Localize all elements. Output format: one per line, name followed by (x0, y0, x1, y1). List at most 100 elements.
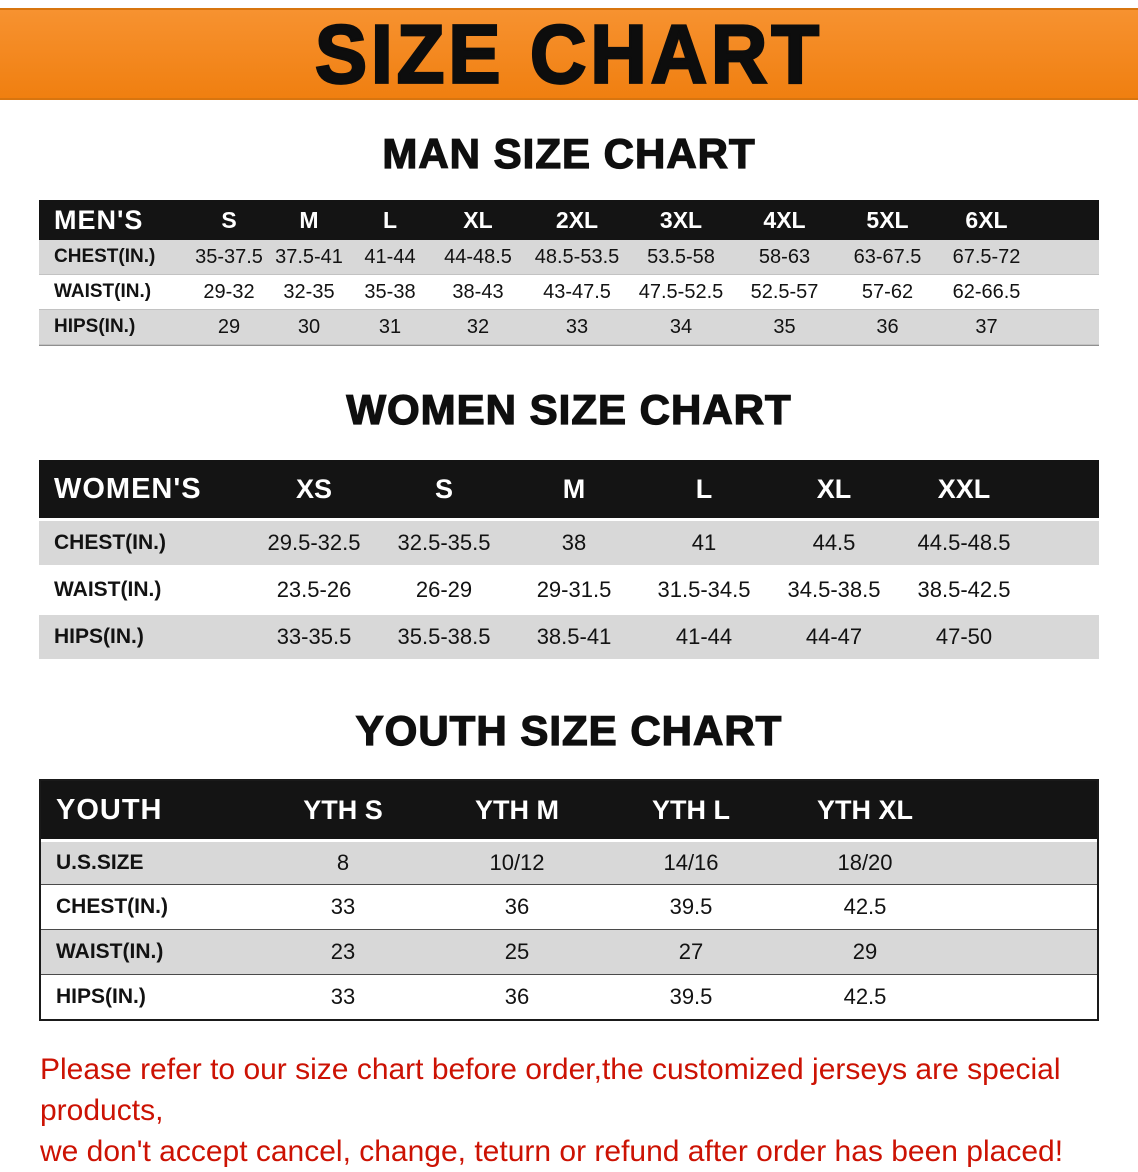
size-value: 35-37.5 (195, 245, 263, 268)
women-section-heading: WOMEN SIZE CHART (346, 385, 792, 433)
size-value: 32 (466, 315, 490, 338)
size-value: 36 (876, 315, 899, 338)
size-chart-page: SIZE CHART MAN SIZE CHART MEN'S S M L XL… (0, 6, 1138, 1172)
size-value: 25 (504, 939, 530, 964)
column-header: XS (295, 473, 333, 504)
men-section-heading: MAN SIZE CHART (382, 129, 756, 177)
column-header: YTH L (652, 794, 730, 825)
note-line-2: we don't accept cancel, change, teturn o… (40, 1135, 1064, 1168)
table-row: HIPS(IN.) 33-35.5 35.5-38.5 38.5-41 41-4… (39, 615, 1099, 659)
table-row: CHEST(IN.) 35-37.5 37.5-41 41-44 44-48.5… (39, 240, 1099, 275)
row-label: WAIST(IN.) (54, 281, 152, 302)
size-value: 36 (504, 984, 530, 1009)
size-value: 27 (678, 939, 704, 964)
size-value: 44.5 (812, 530, 856, 555)
size-value: 41-44 (675, 624, 733, 649)
table-row: WAIST(IN.) 23 25 27 29 (41, 929, 1097, 974)
size-value: 31.5-34.5 (657, 577, 751, 602)
size-value: 23 (330, 939, 356, 964)
youth-table-header-row: YOUTH YTH S YTH M YTH L YTH XL (41, 781, 1097, 839)
youth-table-title: YOUTH (56, 793, 163, 826)
row-label: CHEST(IN.) (54, 246, 156, 267)
size-value: 41-44 (364, 245, 416, 268)
size-value: 42.5 (843, 894, 887, 919)
column-header: 2XL (555, 206, 599, 233)
size-value: 48.5-53.5 (534, 245, 620, 268)
size-value: 18/20 (837, 850, 893, 875)
column-header: 4XL (763, 206, 806, 233)
size-value: 29-31.5 (536, 577, 612, 602)
column-header: XL (816, 473, 852, 504)
column-header: YTH M (475, 794, 559, 825)
size-value: 29 (852, 939, 878, 964)
table-row: HIPS(IN.) 33 36 39.5 42.5 (41, 974, 1097, 1019)
column-header: L (382, 206, 398, 233)
size-value: 32-35 (283, 280, 335, 303)
column-header: M (299, 206, 319, 233)
women-table-header-row: WOMEN'S XS S M L XL XXL (39, 460, 1099, 518)
note-line-1: Please refer to our size chart before or… (40, 1053, 1061, 1127)
size-value: 8 (336, 850, 350, 875)
column-header: YTH S (303, 794, 383, 825)
size-value: 67.5-72 (952, 245, 1021, 268)
size-value: 53.5-58 (647, 245, 715, 268)
size-value: 10/12 (489, 850, 545, 875)
size-value: 58-63 (758, 245, 811, 268)
size-value: 36 (504, 894, 530, 919)
size-value: 34.5-38.5 (787, 577, 881, 602)
men-table-header-row: MEN'S S M L XL 2XL 3XL 4XL 5XL 6XL (39, 200, 1099, 240)
size-value: 38.5-42.5 (917, 577, 1011, 602)
size-value: 44-48.5 (444, 245, 512, 268)
women-size-table: WOMEN'S XS S M L XL XXL CHEST(IN.) 29.5-… (39, 460, 1099, 659)
size-value: 33 (330, 894, 356, 919)
size-value: 47.5-52.5 (638, 280, 724, 303)
size-value: 44-47 (805, 624, 863, 649)
size-value: 38 (561, 530, 587, 555)
table-row: WAIST(IN.) 23.5-26 26-29 29-31.5 31.5-34… (39, 568, 1099, 612)
column-header: XXL (937, 473, 991, 504)
size-value: 29 (217, 315, 241, 338)
row-label: U.S.SIZE (56, 851, 144, 874)
size-value: 35.5-38.5 (397, 624, 491, 649)
size-value: 34 (669, 315, 693, 338)
column-header: XL (463, 206, 493, 233)
column-header: S (221, 206, 237, 233)
size-value: 33 (330, 984, 356, 1009)
size-value: 32.5-35.5 (397, 530, 491, 555)
column-header: S (434, 473, 453, 504)
table-row: U.S.SIZE 8 10/12 14/16 18/20 (41, 839, 1097, 884)
row-label: WAIST(IN.) (56, 940, 164, 963)
size-value: 33 (565, 315, 589, 338)
size-value: 52.5-57 (750, 280, 819, 303)
size-value: 44.5-48.5 (917, 530, 1011, 555)
size-value: 33-35.5 (276, 624, 352, 649)
column-header: L (695, 473, 713, 504)
size-value: 31 (378, 315, 402, 338)
size-value: 35 (773, 315, 796, 338)
order-policy-note: Please refer to our size chart before or… (40, 1049, 1138, 1172)
size-value: 39.5 (669, 894, 713, 919)
men-size-table: MEN'S S M L XL 2XL 3XL 4XL 5XL 6XL CHEST… (39, 200, 1099, 346)
size-value: 38-43 (452, 280, 504, 303)
size-value: 37 (975, 315, 998, 338)
size-value: 35-38 (364, 280, 416, 303)
row-label: CHEST(IN.) (56, 895, 168, 918)
size-value: 38.5-41 (536, 624, 612, 649)
page-title: SIZE CHART (314, 6, 823, 102)
column-header: 5XL (866, 206, 909, 233)
table-row: CHEST(IN.) 33 36 39.5 42.5 (41, 884, 1097, 929)
table-row: CHEST(IN.) 29.5-32.5 32.5-35.5 38 41 44.… (39, 521, 1099, 565)
banner: SIZE CHART (0, 6, 1138, 102)
size-value: 43-47.5 (543, 280, 611, 303)
size-value: 37.5-41 (275, 245, 343, 268)
row-label: HIPS(IN.) (56, 985, 146, 1008)
table-row: HIPS(IN.) 29 30 31 32 33 34 35 36 37 (39, 310, 1099, 345)
size-value: 29-32 (203, 280, 255, 303)
size-value: 14/16 (663, 850, 719, 875)
row-label: HIPS(IN.) (54, 625, 144, 648)
men-table-title: MEN'S (54, 204, 144, 235)
column-header: 6XL (965, 206, 1008, 233)
size-value: 63-67.5 (853, 245, 922, 268)
size-value: 57-62 (861, 280, 914, 303)
column-header: 3XL (659, 206, 703, 233)
